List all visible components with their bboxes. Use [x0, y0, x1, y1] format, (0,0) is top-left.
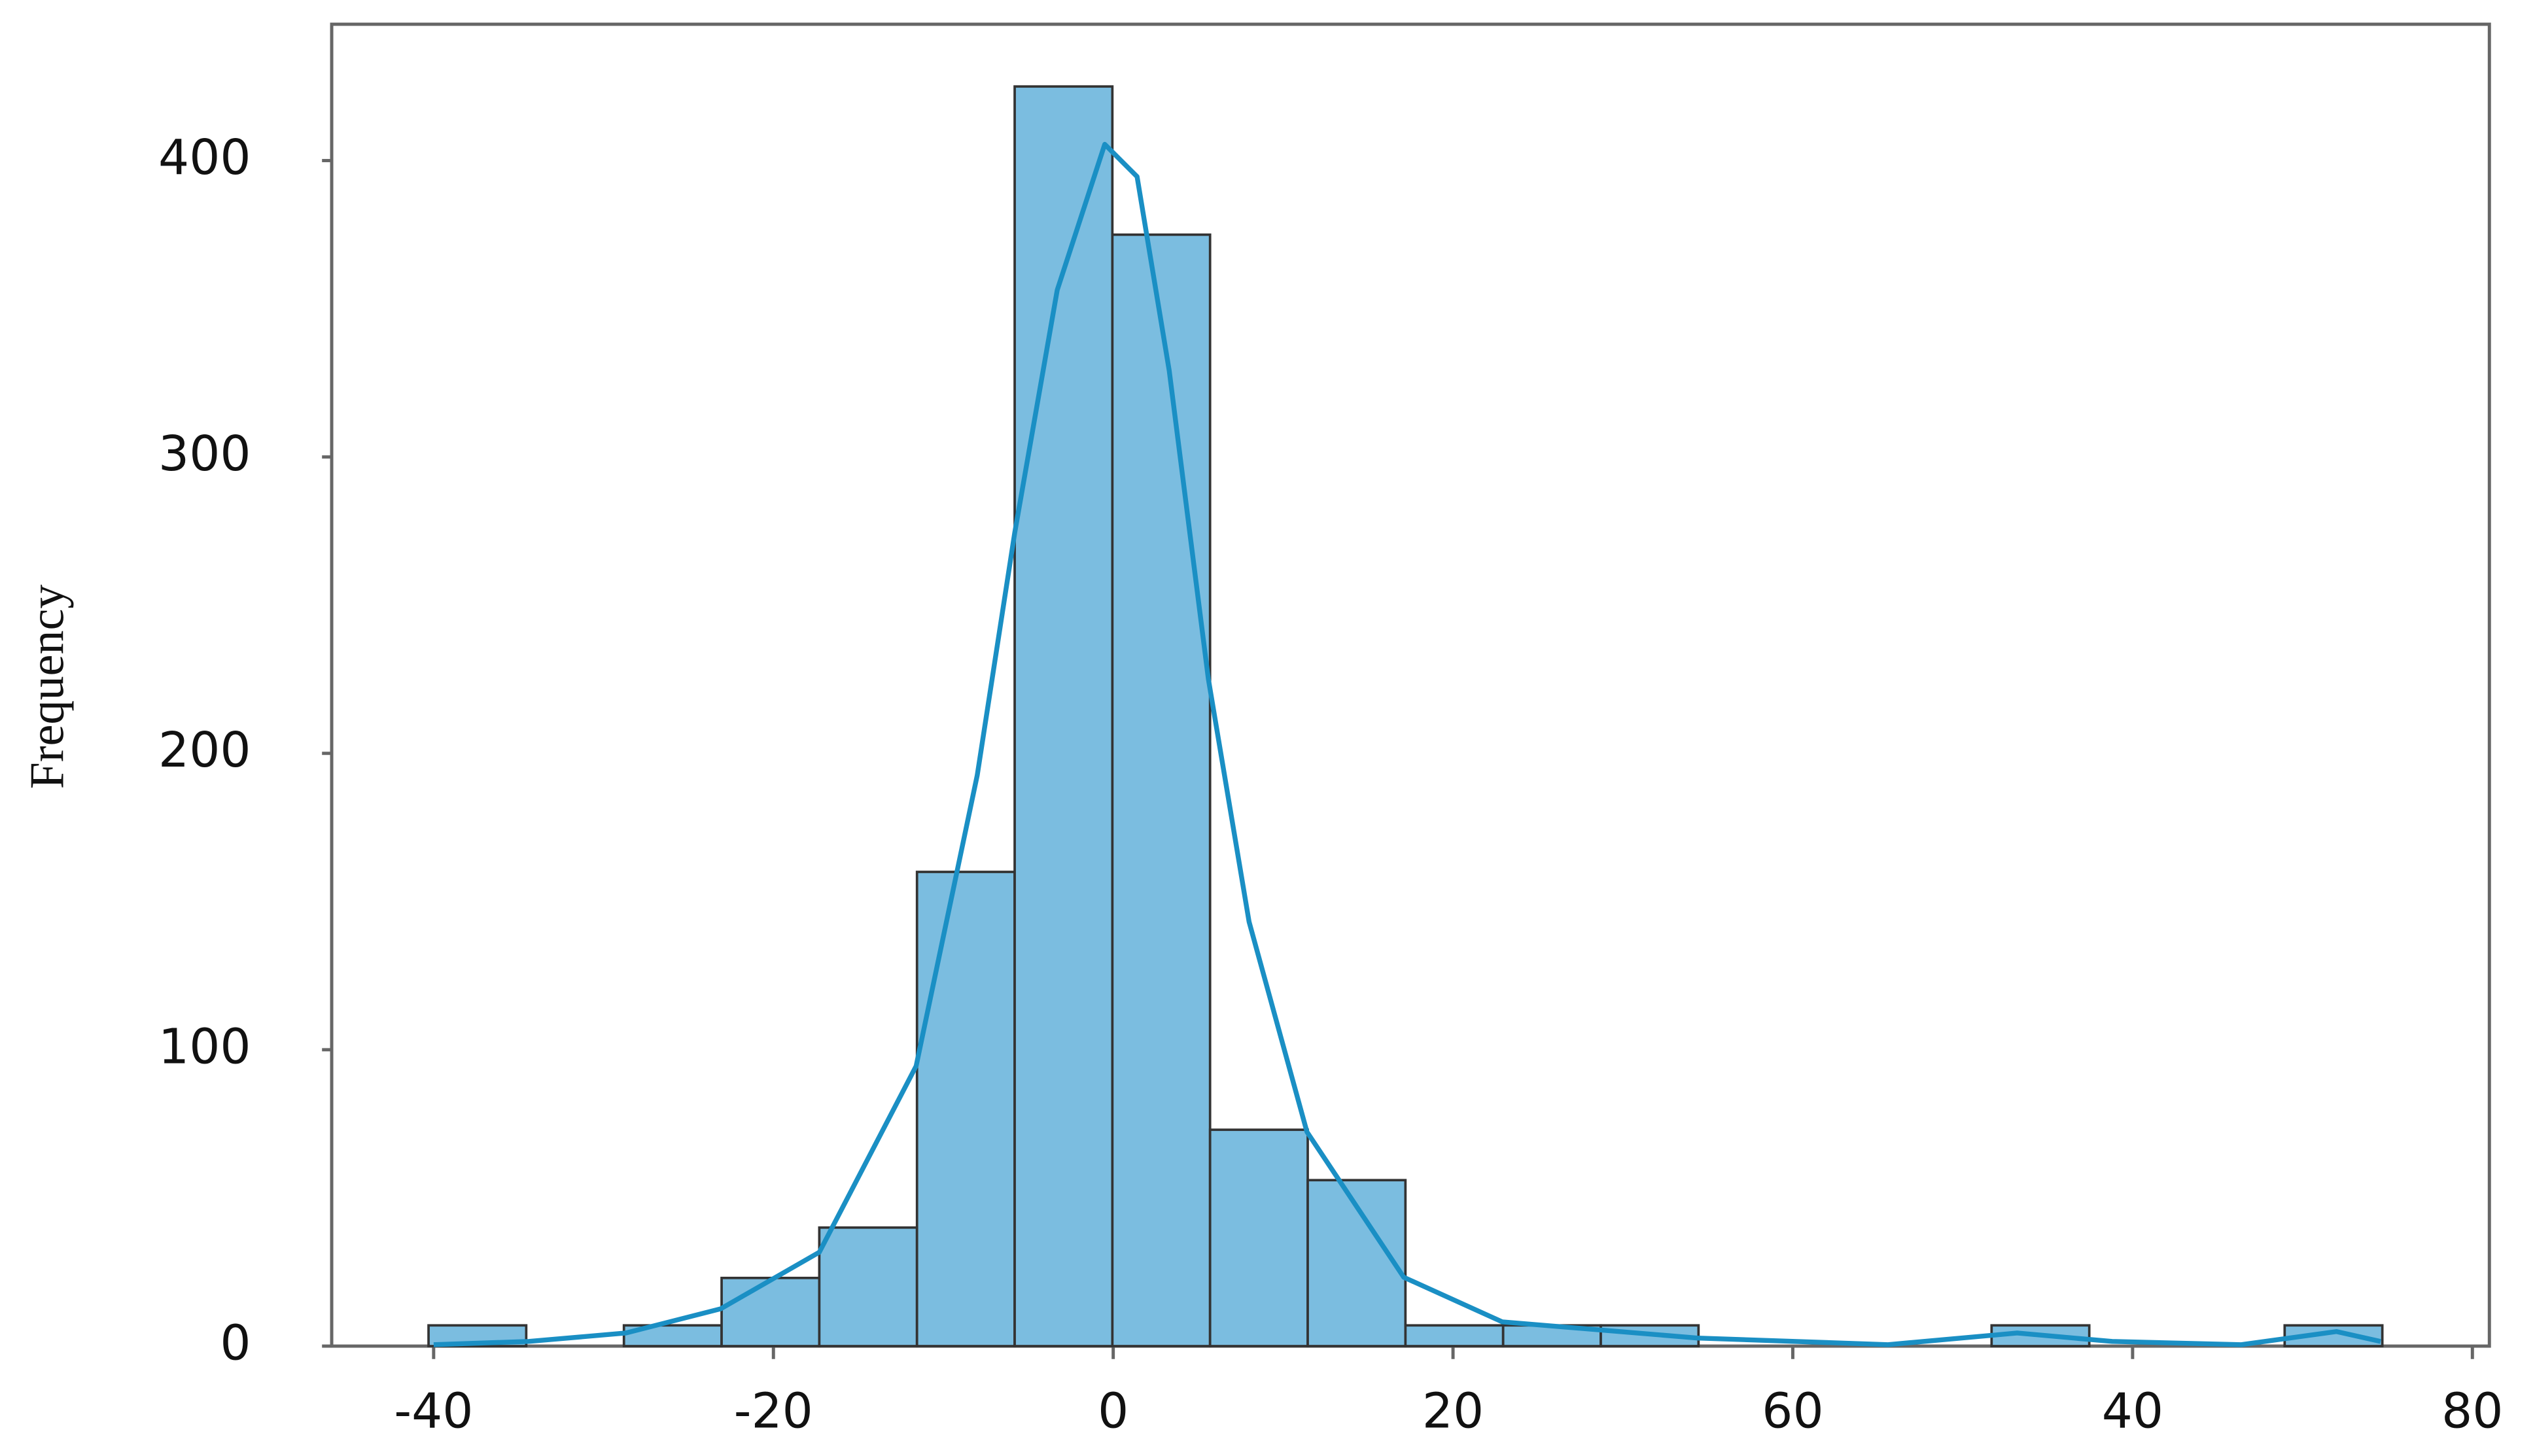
bar: [720, 1276, 821, 1347]
y-axis-label: Frequency: [21, 585, 75, 789]
bar: [1013, 85, 1114, 1347]
x-tick-label: 20: [1422, 1383, 1484, 1439]
density-curve: [433, 141, 2381, 1347]
plot-frame: [330, 22, 2491, 1348]
x-tick-label: 0: [1098, 1383, 1128, 1439]
x-tick-label: 60: [1762, 1383, 1823, 1439]
x-tick-label: -20: [734, 1383, 813, 1439]
x-tick-label: -40: [394, 1383, 473, 1439]
x-tick-label: 80: [2441, 1383, 2503, 1439]
y-tick-label: 100: [158, 1018, 251, 1075]
bar: [1404, 1324, 1505, 1347]
y-tick-label: 0: [220, 1315, 251, 1372]
bar: [1111, 233, 1212, 1347]
y-tick-label: 300: [158, 426, 251, 482]
bar: [818, 1226, 918, 1347]
y-tick-label: 400: [158, 130, 251, 186]
bar: [1208, 1128, 1309, 1347]
x-tick-label: 40: [2102, 1383, 2163, 1439]
bar: [915, 871, 1016, 1347]
y-tick-label: 200: [158, 722, 251, 778]
